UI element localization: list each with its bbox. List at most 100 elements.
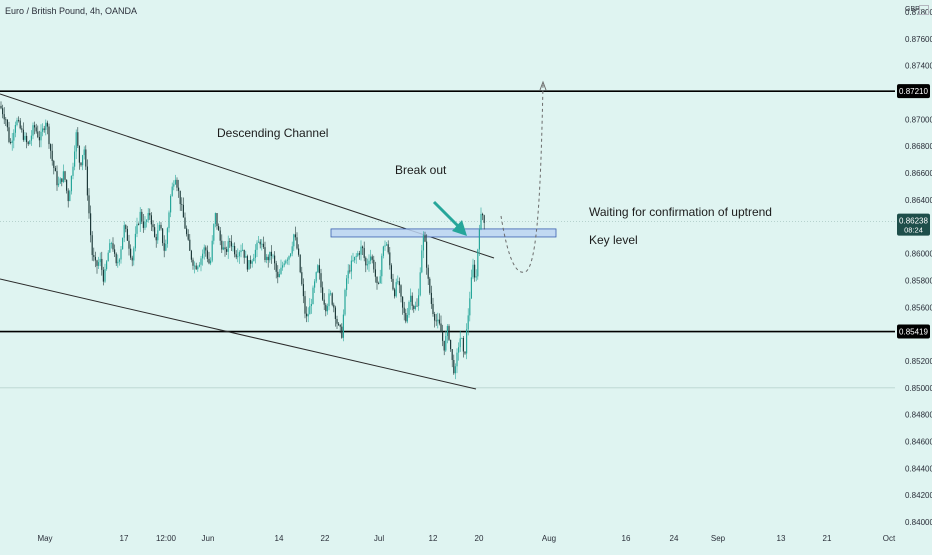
candle[interactable] — [434, 311, 436, 328]
candle[interactable] — [450, 339, 452, 352]
candle[interactable] — [157, 222, 159, 244]
candle[interactable] — [206, 245, 208, 263]
candle[interactable] — [155, 233, 157, 248]
currency-selector[interactable] — [919, 5, 929, 15]
candle[interactable] — [227, 235, 229, 259]
candle[interactable] — [102, 266, 104, 286]
candle[interactable] — [480, 207, 482, 231]
candle[interactable] — [286, 257, 288, 265]
candle[interactable] — [397, 275, 399, 285]
candle[interactable] — [64, 170, 66, 183]
candle[interactable] — [258, 236, 260, 243]
candle[interactable] — [378, 281, 380, 285]
candle[interactable] — [141, 209, 143, 225]
candle[interactable] — [362, 245, 364, 255]
candle[interactable] — [392, 273, 394, 291]
candle[interactable] — [357, 250, 359, 258]
candle[interactable] — [27, 141, 29, 146]
candle[interactable] — [294, 226, 296, 241]
candle[interactable] — [16, 117, 18, 127]
candle[interactable] — [203, 244, 205, 260]
candle[interactable] — [101, 251, 103, 276]
candle[interactable] — [14, 121, 16, 138]
candle[interactable] — [190, 249, 192, 263]
candle[interactable] — [235, 250, 237, 260]
candle[interactable] — [274, 251, 276, 270]
candle[interactable] — [186, 225, 188, 237]
candle[interactable] — [70, 175, 72, 195]
candle[interactable] — [466, 323, 468, 360]
candle[interactable] — [398, 277, 400, 294]
price-tag-level[interactable]: 0.85419 — [897, 324, 930, 339]
candle[interactable] — [29, 139, 31, 145]
candle[interactable] — [34, 121, 36, 135]
candle[interactable] — [147, 208, 149, 223]
candle[interactable] — [422, 231, 424, 259]
candle[interactable] — [325, 303, 327, 317]
candle[interactable] — [146, 219, 148, 228]
candle[interactable] — [96, 259, 98, 274]
candle[interactable] — [56, 165, 58, 191]
candle[interactable] — [419, 267, 421, 297]
candle[interactable] — [438, 313, 440, 326]
candle[interactable] — [416, 298, 418, 307]
candle[interactable] — [334, 305, 336, 327]
candle[interactable] — [254, 244, 256, 264]
candle[interactable] — [445, 330, 447, 353]
candle[interactable] — [59, 177, 61, 184]
candle[interactable] — [35, 123, 37, 134]
candle[interactable] — [118, 258, 120, 266]
candle[interactable] — [338, 321, 340, 327]
candle[interactable] — [307, 307, 309, 323]
candle[interactable] — [309, 298, 311, 315]
candle[interactable] — [112, 237, 114, 252]
candle[interactable] — [11, 133, 13, 151]
candle[interactable] — [30, 130, 32, 146]
candle[interactable] — [2, 104, 4, 119]
candle[interactable] — [379, 269, 381, 284]
candle[interactable] — [240, 244, 242, 258]
candle[interactable] — [246, 254, 248, 272]
candle[interactable] — [18, 116, 20, 123]
candle[interactable] — [326, 303, 328, 315]
candle[interactable] — [483, 214, 485, 230]
candle[interactable] — [323, 293, 325, 311]
candle[interactable] — [413, 304, 415, 313]
candle[interactable] — [395, 278, 397, 298]
candle[interactable] — [163, 235, 165, 258]
candle[interactable] — [339, 324, 341, 334]
candle[interactable] — [432, 297, 434, 317]
candle[interactable] — [400, 284, 402, 303]
candle[interactable] — [478, 224, 480, 257]
candle[interactable] — [232, 243, 234, 252]
candle[interactable] — [472, 258, 474, 280]
candle[interactable] — [374, 261, 376, 283]
candle[interactable] — [451, 348, 453, 368]
candle[interactable] — [174, 174, 176, 185]
candle[interactable] — [278, 269, 280, 278]
candle[interactable] — [130, 244, 132, 260]
channel-lower-line[interactable] — [0, 278, 477, 390]
candle[interactable] — [75, 129, 77, 159]
candle[interactable] — [91, 231, 93, 261]
candle[interactable] — [54, 165, 56, 172]
candle[interactable] — [122, 237, 124, 250]
candle[interactable] — [21, 125, 23, 133]
candle[interactable] — [382, 245, 384, 259]
candle[interactable] — [366, 258, 368, 270]
candle[interactable] — [42, 123, 44, 137]
candle[interactable] — [410, 288, 412, 310]
candle[interactable] — [74, 145, 76, 171]
candle[interactable] — [403, 301, 405, 321]
price-tag-level[interactable]: 0.87210 — [897, 84, 930, 99]
candle[interactable] — [106, 259, 108, 271]
candle[interactable] — [360, 240, 362, 261]
candle[interactable] — [178, 179, 180, 198]
candle[interactable] — [13, 129, 15, 149]
candle[interactable] — [426, 234, 428, 275]
candle[interactable] — [62, 164, 64, 184]
candle[interactable] — [69, 189, 71, 202]
candle[interactable] — [414, 301, 416, 311]
